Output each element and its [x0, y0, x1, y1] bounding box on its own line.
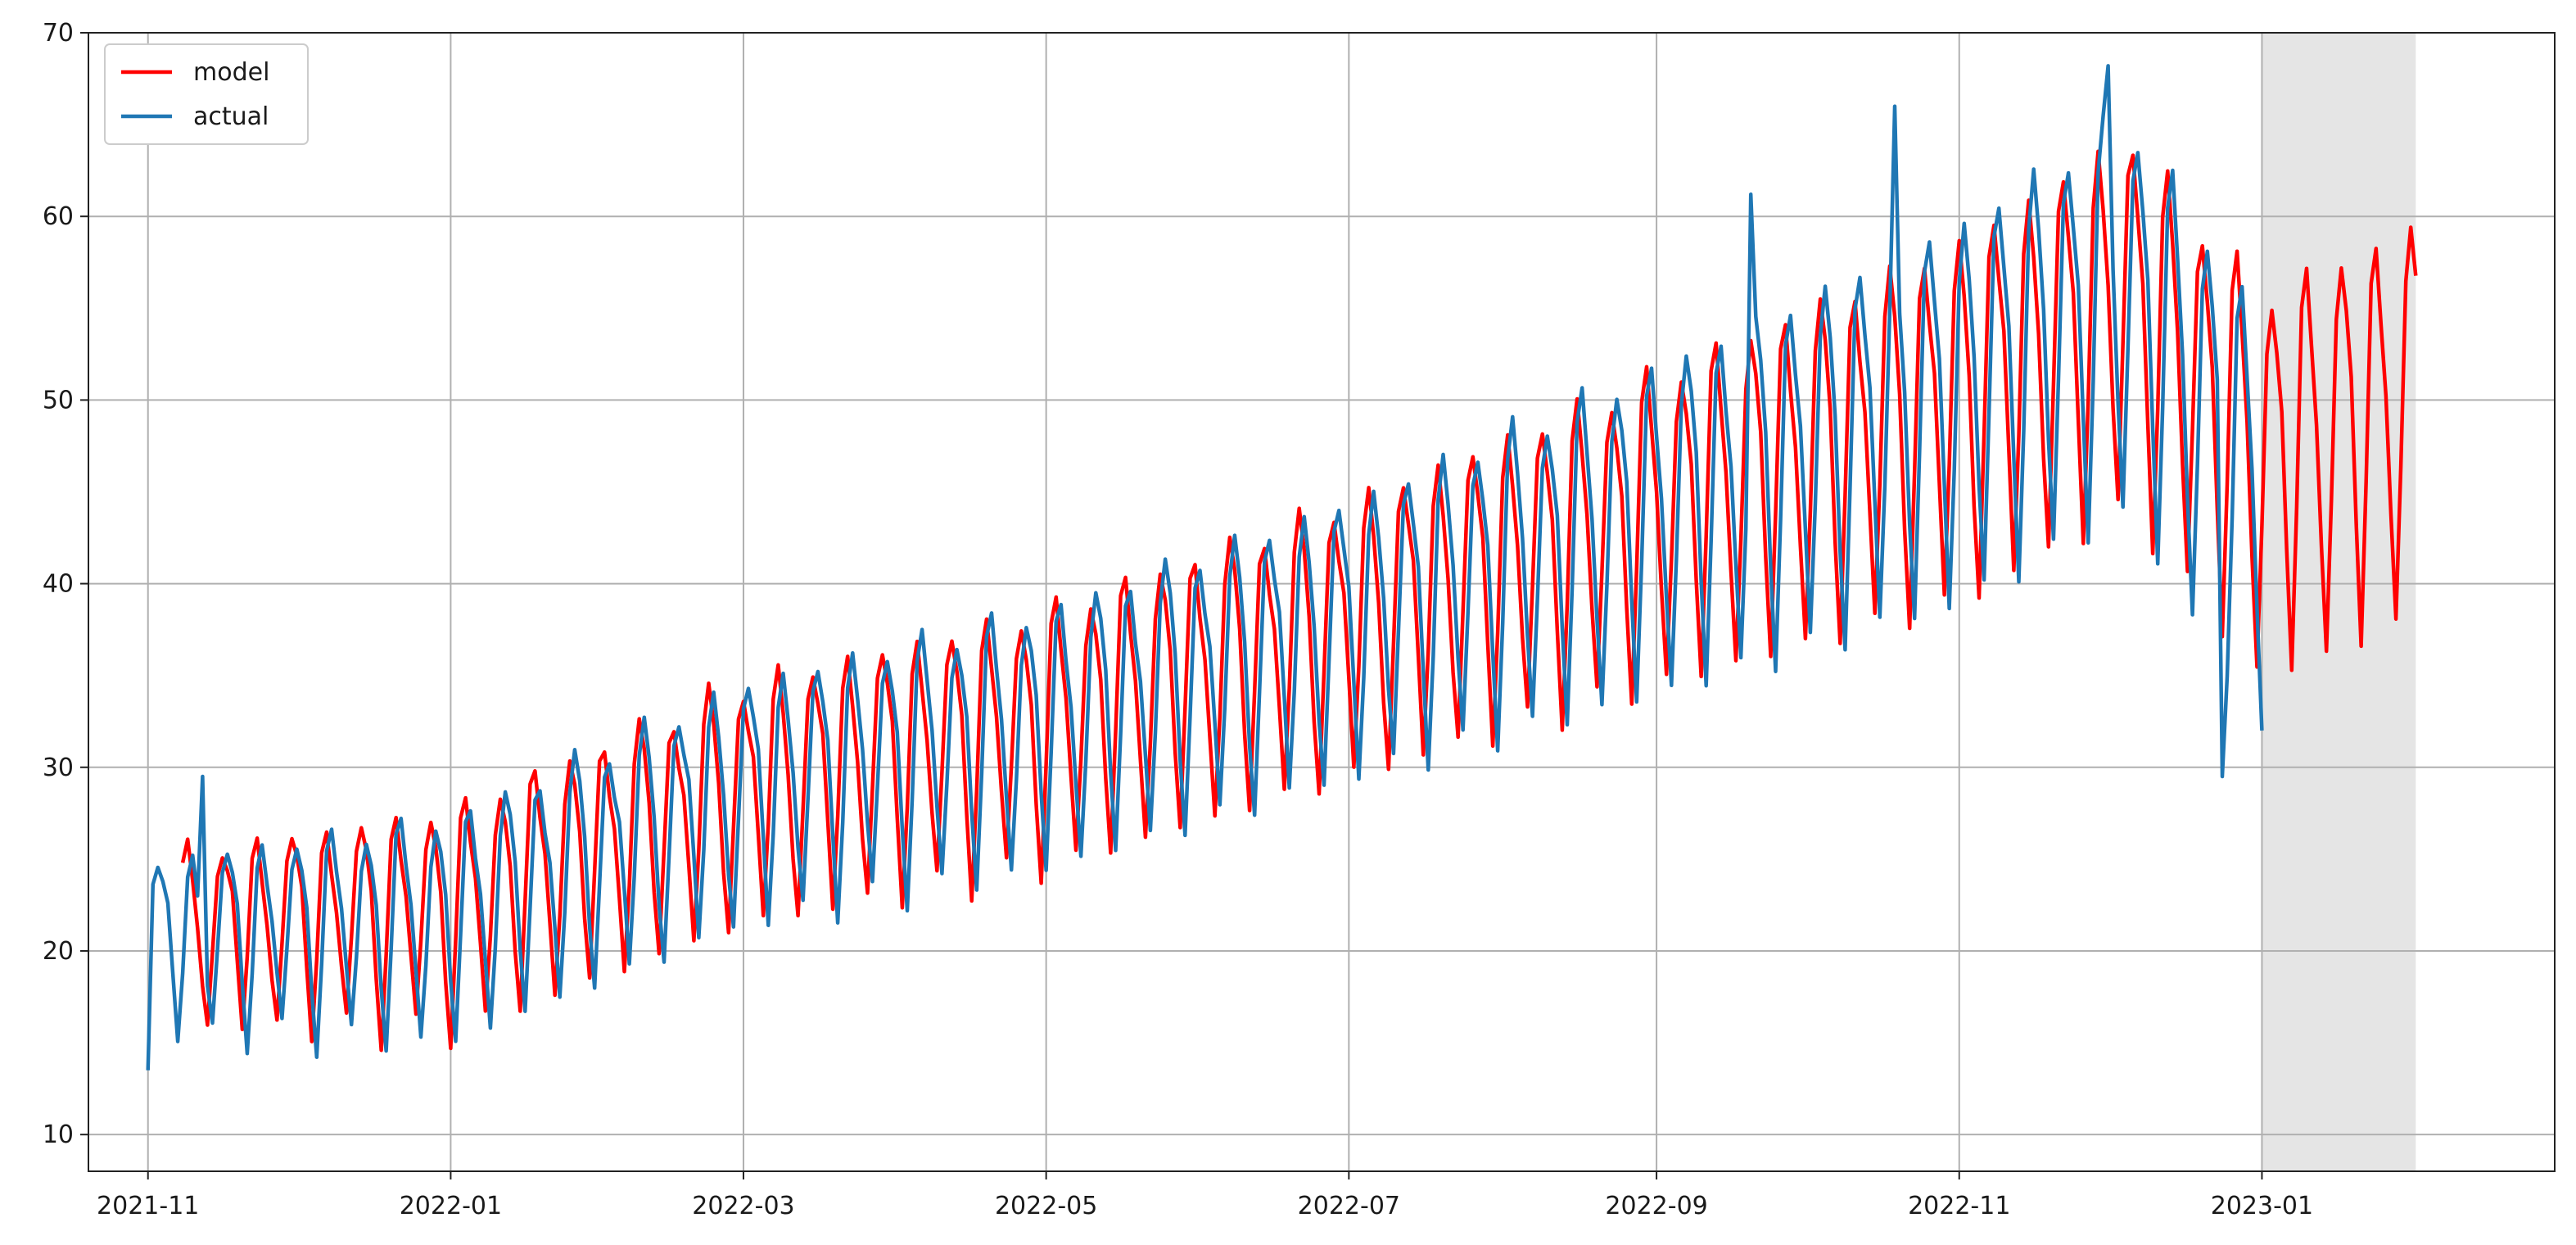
- y-tick-label: 50: [43, 386, 74, 414]
- x-tick-label: 2022-05: [995, 1192, 1097, 1220]
- x-tick-label: 2022-03: [692, 1192, 794, 1220]
- x-tick-label: 2022-07: [1298, 1192, 1400, 1220]
- x-tick-label: 2021-11: [97, 1192, 199, 1220]
- y-tick-label: 20: [43, 937, 74, 966]
- y-tick-label: 30: [43, 754, 74, 782]
- y-axis: 10 20 30 40 50 60 70: [43, 19, 88, 1149]
- plot-frame: [88, 32, 2556, 1172]
- x-tick-label: 2022-01: [400, 1192, 502, 1220]
- y-tick-label: 70: [43, 19, 74, 48]
- y-tick-label: 60: [43, 202, 74, 231]
- x-axis: 2021-11 2022-01 2022-03 2022-05 2022-07 2022-…: [97, 1171, 2313, 1220]
- x-tick-label: 2023-01: [2211, 1192, 2313, 1220]
- series-line-model: [180, 149, 2418, 1053]
- legend-label-model: model: [193, 58, 269, 87]
- y-tick-label: 10: [43, 1120, 74, 1149]
- x-tick-label: 2022-11: [1908, 1192, 2010, 1220]
- legend: model actual: [104, 43, 309, 145]
- x-tick-label: 2022-09: [1605, 1192, 1707, 1220]
- series-line-actual: [146, 64, 2264, 1071]
- forecast-region: [2262, 33, 2416, 1171]
- y-tick-label: 40: [43, 570, 74, 599]
- legend-box: [104, 43, 309, 145]
- series-layer: [146, 64, 2418, 1071]
- legend-label-actual: actual: [193, 102, 269, 131]
